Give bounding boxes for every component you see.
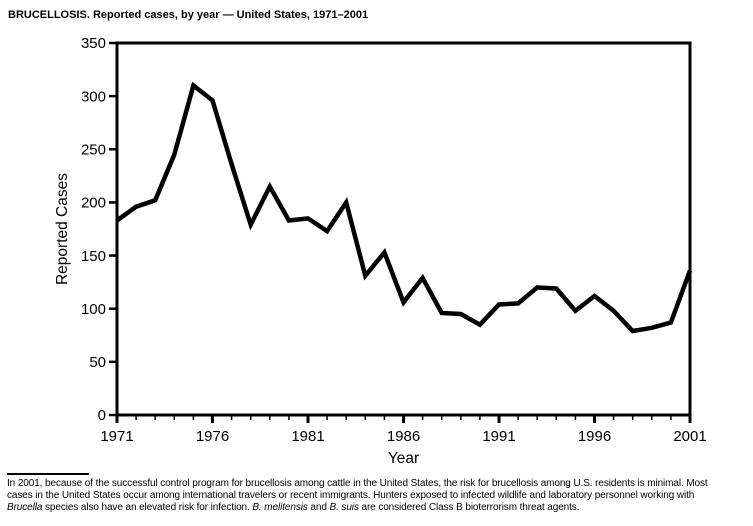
x-axis-tick-label: 1976 (196, 428, 229, 445)
footnote-segment: and (307, 501, 330, 513)
footnote: In 2001, because of the successful contr… (7, 473, 749, 514)
y-axis-tick-label: 0 (98, 407, 106, 424)
y-axis-title: Reported Cases (54, 173, 71, 285)
data-series-line (115, 81, 693, 334)
footnote-segment: cases in the United States occur among i… (7, 489, 695, 501)
footnote-italic-term: B. melitensis (252, 501, 308, 513)
footnote-segment: species also have an elevated risk for i… (42, 501, 253, 513)
x-axis-title: Year (388, 450, 419, 467)
x-axis-tick-label: 2001 (673, 428, 706, 445)
x-axis-tick-label: 1981 (291, 428, 324, 445)
y-axis-tick-label: 300 (81, 88, 106, 105)
line-chart: 0 50 100 150 200 250 300 350 1971 1976 1981 1986 199… (54, 35, 707, 467)
x-axis-tick-label: 1971 (100, 428, 133, 445)
y-axis-tick-label: 350 (81, 35, 106, 52)
y-axis-tick-label: 150 (81, 248, 106, 265)
x-axis-tick-label: 1996 (578, 428, 611, 445)
footnote-line: In 2001, because of the successful contr… (7, 478, 749, 490)
y-axis-tick-label: 50 (89, 354, 106, 371)
footnote-italic-term: B. suis (329, 501, 359, 513)
footnote-italic-term: Brucella (7, 501, 43, 513)
footnote-segment: In 2001, because of the successful contr… (7, 477, 708, 489)
footnote-text: In 2001, because of the successful contr… (7, 478, 749, 514)
plot-frame (115, 41, 692, 417)
footnote-rule (7, 473, 89, 475)
y-axis-tick-label: 100 (81, 301, 106, 318)
footnote-line: Brucella species also have an elevated r… (7, 502, 749, 514)
footnote-segment: are considered Class B bioterrorism thre… (358, 501, 580, 513)
x-axis-tick-label: 1991 (482, 428, 515, 445)
footnote-line: cases in the United States occur among i… (7, 490, 749, 502)
y-axis-tick-label: 200 (81, 195, 106, 212)
chart-title: BRUCELLOSIS. Reported cases, by year — U… (8, 9, 369, 21)
y-axis-tick-label: 250 (81, 141, 106, 158)
x-axis-tick-label: 1986 (387, 428, 420, 445)
